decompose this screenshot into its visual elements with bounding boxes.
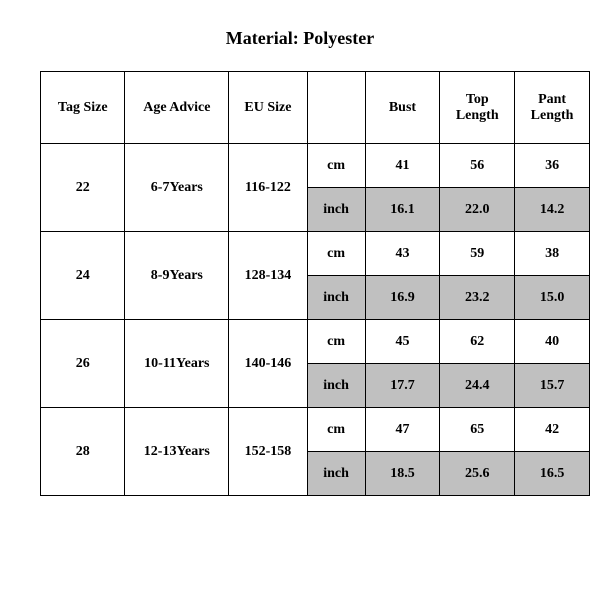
cell-unit-inch: inch: [307, 188, 365, 232]
cell-eu-size: 152-158: [229, 408, 307, 496]
cell-top-cm: 59: [440, 232, 515, 276]
col-header-bust: Bust: [365, 72, 440, 144]
cell-tag-size: 22: [41, 144, 125, 232]
cell-eu-size: 116-122: [229, 144, 307, 232]
table-row: 24 8-9Years 128-134 cm 43 59 38: [41, 232, 590, 276]
table-body: 22 6-7Years 116-122 cm 41 56 36 inch 16.…: [41, 144, 590, 496]
col-header-pant-length: Pant Length: [515, 72, 590, 144]
cell-bust-cm: 43: [365, 232, 440, 276]
cell-top-inch: 23.2: [440, 276, 515, 320]
table-header-row: Tag Size Age Advice EU Size Bust Top Len…: [41, 72, 590, 144]
col-header-top-length: Top Length: [440, 72, 515, 144]
cell-pant-cm: 38: [515, 232, 590, 276]
cell-eu-size: 140-146: [229, 320, 307, 408]
cell-unit-inch: inch: [307, 364, 365, 408]
cell-unit-inch: inch: [307, 452, 365, 496]
cell-unit-cm: cm: [307, 144, 365, 188]
cell-tag-size: 24: [41, 232, 125, 320]
cell-pant-cm: 36: [515, 144, 590, 188]
page-title: Material: Polyester: [0, 0, 600, 71]
cell-top-inch: 22.0: [440, 188, 515, 232]
cell-bust-inch: 17.7: [365, 364, 440, 408]
table-row: 28 12-13Years 152-158 cm 47 65 42: [41, 408, 590, 452]
cell-tag-size: 26: [41, 320, 125, 408]
table-row: 26 10-11Years 140-146 cm 45 62 40: [41, 320, 590, 364]
cell-pant-inch: 16.5: [515, 452, 590, 496]
cell-pant-inch: 15.7: [515, 364, 590, 408]
cell-age-advice: 8-9Years: [125, 232, 229, 320]
cell-pant-cm: 42: [515, 408, 590, 452]
cell-bust-cm: 47: [365, 408, 440, 452]
cell-top-cm: 62: [440, 320, 515, 364]
col-header-eu-size: EU Size: [229, 72, 307, 144]
cell-bust-inch: 16.9: [365, 276, 440, 320]
cell-top-inch: 25.6: [440, 452, 515, 496]
cell-top-cm: 56: [440, 144, 515, 188]
cell-bust-cm: 45: [365, 320, 440, 364]
cell-tag-size: 28: [41, 408, 125, 496]
cell-pant-inch: 14.2: [515, 188, 590, 232]
cell-eu-size: 128-134: [229, 232, 307, 320]
cell-age-advice: 6-7Years: [125, 144, 229, 232]
size-table-container: Tag Size Age Advice EU Size Bust Top Len…: [0, 71, 600, 496]
cell-top-cm: 65: [440, 408, 515, 452]
col-header-age-advice: Age Advice: [125, 72, 229, 144]
cell-unit-cm: cm: [307, 232, 365, 276]
cell-unit-inch: inch: [307, 276, 365, 320]
col-header-unit: [307, 72, 365, 144]
col-header-tag-size: Tag Size: [41, 72, 125, 144]
cell-pant-inch: 15.0: [515, 276, 590, 320]
cell-bust-cm: 41: [365, 144, 440, 188]
table-row: 22 6-7Years 116-122 cm 41 56 36: [41, 144, 590, 188]
cell-unit-cm: cm: [307, 320, 365, 364]
cell-top-inch: 24.4: [440, 364, 515, 408]
cell-pant-cm: 40: [515, 320, 590, 364]
cell-bust-inch: 16.1: [365, 188, 440, 232]
cell-bust-inch: 18.5: [365, 452, 440, 496]
size-table: Tag Size Age Advice EU Size Bust Top Len…: [40, 71, 590, 496]
cell-age-advice: 12-13Years: [125, 408, 229, 496]
cell-age-advice: 10-11Years: [125, 320, 229, 408]
cell-unit-cm: cm: [307, 408, 365, 452]
